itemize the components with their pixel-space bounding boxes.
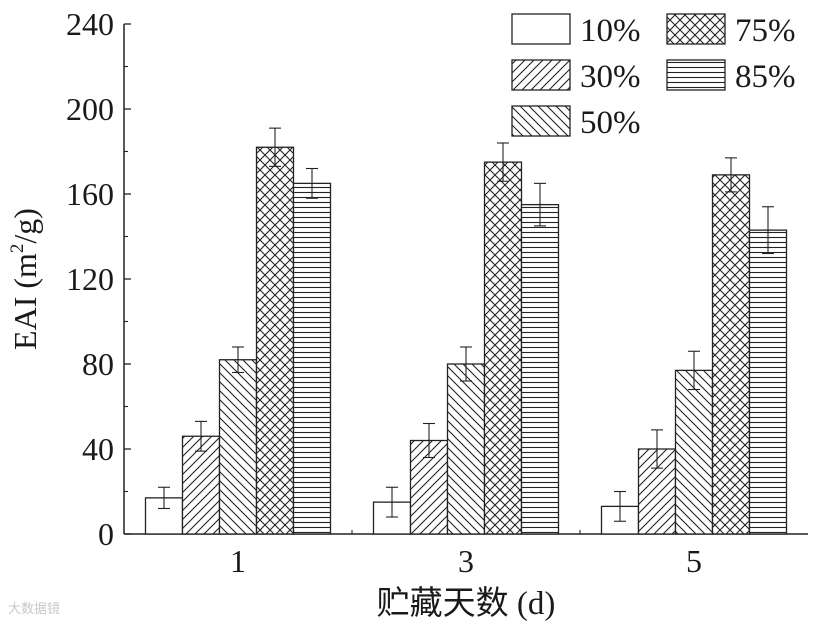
error-bar bbox=[158, 486, 170, 510]
legend-swatch bbox=[666, 59, 726, 91]
legend: 10% 30% 50% 75% 85% bbox=[511, 13, 796, 141]
error-bar bbox=[195, 420, 207, 452]
bar-85pct-day-1 bbox=[292, 182, 332, 535]
y-axis-label: EAI (m2/g) bbox=[7, 208, 43, 350]
error-bar bbox=[651, 429, 663, 469]
bar-75pct-day-1 bbox=[255, 146, 295, 535]
bar-50pct-day-5 bbox=[674, 369, 714, 535]
x-tick-label: 3 bbox=[458, 543, 474, 579]
error-bar bbox=[614, 490, 626, 522]
error-bar bbox=[497, 142, 509, 182]
error-bar bbox=[306, 167, 318, 199]
legend-item-50pct: 50% bbox=[511, 105, 641, 141]
y-tick-label: 240 bbox=[66, 6, 114, 42]
y-tick-label: 80 bbox=[82, 346, 114, 382]
legend-swatch bbox=[511, 105, 571, 137]
error-bar bbox=[725, 157, 737, 193]
error-bar bbox=[534, 182, 546, 227]
error-bar bbox=[460, 346, 472, 382]
error-bar bbox=[232, 346, 244, 374]
legend-label: 75% bbox=[735, 13, 796, 49]
bar-85pct-day-5 bbox=[748, 229, 788, 535]
legend-item-30pct: 30% bbox=[511, 59, 641, 95]
y-tick-label: 40 bbox=[82, 431, 114, 467]
y-tick-label: 200 bbox=[66, 91, 114, 127]
bar-50pct-day-3 bbox=[446, 363, 486, 535]
legend-item-75pct: 75% bbox=[666, 13, 796, 49]
x-axis-label: 贮藏天数 (d) bbox=[377, 585, 556, 622]
error-bar bbox=[386, 486, 398, 518]
bar-75pct-day-3 bbox=[483, 161, 523, 535]
bar-30pct-day-1 bbox=[181, 435, 221, 535]
error-bar bbox=[269, 127, 281, 167]
y-ticks: 0 40 80 120 160 200 240 bbox=[66, 6, 131, 552]
legend-label: 50% bbox=[580, 105, 641, 141]
error-bar bbox=[688, 350, 700, 391]
legend-swatch bbox=[666, 13, 726, 45]
error-bar bbox=[423, 422, 435, 459]
bar-85pct-day-3 bbox=[520, 203, 560, 535]
y-tick-label: 120 bbox=[66, 261, 114, 297]
watermark: 大数据镜 bbox=[8, 602, 61, 617]
legend-item-85pct: 85% bbox=[666, 59, 796, 95]
error-bar bbox=[762, 206, 774, 255]
bar-50pct-day-1 bbox=[218, 359, 258, 535]
legend-item-10pct: 10% bbox=[511, 13, 641, 49]
legend-swatch bbox=[511, 13, 571, 45]
y-tick-label: 160 bbox=[66, 176, 114, 212]
x-tick-label: 1 bbox=[230, 543, 246, 579]
legend-swatch bbox=[511, 59, 571, 91]
x-tick-label: 5 bbox=[686, 543, 702, 579]
y-tick-label: 0 bbox=[98, 516, 114, 552]
bars bbox=[144, 127, 788, 535]
legend-label: 30% bbox=[580, 59, 641, 95]
x-ticks: 1 3 5 bbox=[230, 527, 702, 579]
legend-label: 85% bbox=[735, 59, 796, 95]
legend-label: 10% bbox=[580, 13, 641, 49]
y-axis: 0 40 80 120 160 200 240 EAI (m2/g) bbox=[7, 6, 131, 552]
x-axis: 1 3 5 贮藏天数 (d) bbox=[124, 527, 808, 622]
bar-75pct-day-5 bbox=[711, 174, 751, 535]
